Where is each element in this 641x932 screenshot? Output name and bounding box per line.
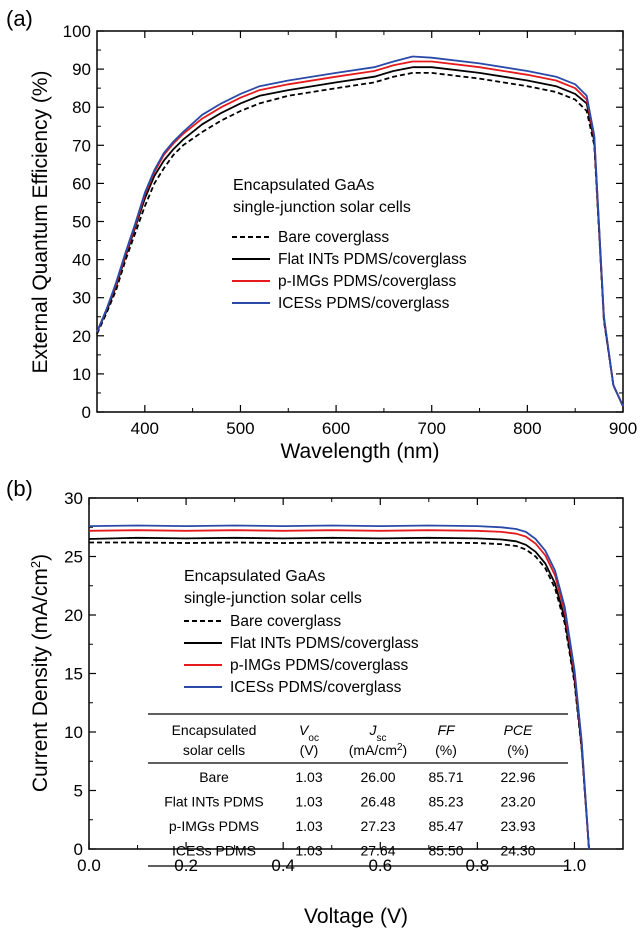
y-tick-label: 80 [72, 98, 91, 117]
y-tick-label: 20 [64, 606, 83, 625]
panel-a: (a) 400 500 600 700 800 900 0 10 20 30 40 50 60 70 80 9… [6, 6, 637, 463]
panel-b-y-axis-label: Current Density (mA/cm2) [28, 554, 53, 792]
y-tick-label: 5 [74, 782, 83, 801]
x-tick-label: 900 [609, 419, 637, 438]
table-cell: 85.71 [428, 769, 463, 785]
table-header-label: solar cells [183, 742, 245, 758]
panel-b-annotation-line-1: Encapsulated GaAs [184, 568, 325, 585]
table-cell: 26.48 [360, 794, 395, 810]
x-tick-label: 500 [226, 419, 254, 438]
y-tick-label: 15 [64, 665, 83, 684]
table-row-label: ICESs PDMS [172, 843, 256, 859]
x-tick-label: 1.0 [563, 856, 587, 875]
panel-a-series [96, 55, 624, 407]
y-tick-label: 100 [63, 22, 91, 41]
panel-b-annotation-line-2: single-junction solar cells [184, 590, 362, 607]
y-tick-label: 0 [74, 840, 83, 859]
legend-label: p-IMGs PDMS/coverglass [230, 657, 409, 674]
table-cell: 23.93 [500, 818, 535, 834]
panel-a-plot-frame [96, 30, 624, 413]
table-cell: 1.03 [295, 843, 322, 859]
y-tick-label: 90 [72, 60, 91, 79]
table-cell: 22.96 [500, 769, 535, 785]
legend-label: Bare coverglass [230, 613, 341, 630]
y-tick-label: 10 [64, 723, 83, 742]
y-tick-label: 25 [64, 548, 83, 567]
x-tick-label: 600 [322, 419, 350, 438]
y-tick-label: 40 [72, 251, 91, 270]
legend-label: ICESs PDMS/coverglass [278, 295, 450, 312]
legend-label: Bare coverglass [278, 229, 389, 246]
table-cell: 27.64 [360, 843, 395, 859]
legend-label: Flat INTs PDMS/coverglass [230, 635, 419, 652]
table-cell: 27.23 [360, 818, 395, 834]
table-header-symbol: PCE [504, 722, 533, 738]
table-row-label: Bare [199, 769, 229, 785]
panel-a-label: (a) [6, 6, 33, 31]
table-cell: 23.20 [500, 794, 535, 810]
panel-b-legend: Bare coverglass Flat INTs PDMS/coverglass… [184, 613, 419, 696]
panel-a-annotation-line-2: single-junction solar cells [233, 199, 411, 216]
y-tick-label: 10 [72, 365, 91, 384]
y-tick-label: 30 [64, 489, 83, 508]
table-cell: 1.03 [295, 818, 322, 834]
y-tick-label: 20 [72, 327, 91, 346]
y-tick-label: 30 [72, 289, 91, 308]
panel-a-x-axis-label: Wavelength (nm) [280, 440, 439, 463]
panel-b-results-table: Encapsulated solar cells Voc(V) Jsc(mA/cm2)… [148, 713, 568, 867]
table-cell: 85.47 [428, 818, 463, 834]
table-header-unit: (V) [300, 742, 319, 758]
table-cell: 1.03 [295, 769, 322, 785]
x-tick-label: 700 [418, 419, 446, 438]
x-tick-label: 400 [131, 419, 159, 438]
panel-b-series [88, 524, 590, 850]
table-row-label: p-IMGs PDMS [169, 818, 259, 834]
legend-label: Flat INTs PDMS/coverglass [278, 251, 467, 268]
table-cell: 1.03 [295, 794, 322, 810]
panel-b-label: (b) [6, 476, 33, 501]
table-header-unit: (mA/cm2) [349, 742, 407, 759]
series-line-2 [96, 66, 624, 407]
table-cell: 85.23 [428, 794, 463, 810]
series-line-4 [88, 524, 590, 850]
table-header-symbol: Jsc [369, 722, 387, 744]
table-cell: 24.30 [500, 843, 535, 859]
panel-a-y-axis-label: External Quantum Efficiency (%) [29, 70, 52, 373]
table-header-symbol: FF [437, 722, 456, 738]
panel-a-annotation-line-1: Encapsulated GaAs [233, 177, 374, 194]
panel-b-x-axis-label: Voltage (V) [304, 905, 408, 928]
x-tick-label: 0.0 [77, 856, 101, 875]
table-header-unit: (%) [435, 742, 457, 758]
table-row-label: Flat INTs PDMS [164, 794, 264, 810]
y-tick-label: 70 [72, 136, 91, 155]
panel-a-axes: 400 500 600 700 800 900 0 10 20 30 40 50 60 70 80 90 100 [63, 22, 638, 438]
table-header-label: Encapsulated [172, 722, 257, 738]
table-cell: 85.50 [428, 843, 463, 859]
table-header-unit: (%) [507, 742, 529, 758]
x-tick-label: 800 [513, 419, 541, 438]
y-tick-label: 0 [82, 403, 91, 422]
series-line-2 [88, 536, 590, 850]
legend-label: p-IMGs PDMS/coverglass [278, 273, 457, 290]
panel-a-legend: Bare coverglass Flat INTs PDMS/coverglass… [232, 229, 467, 312]
y-tick-label: 60 [72, 174, 91, 193]
series-line-4 [96, 55, 624, 407]
table-header-symbol: Voc [299, 722, 319, 744]
table-cell: 26.00 [360, 769, 395, 785]
legend-label: ICESs PDMS/coverglass [230, 679, 402, 696]
y-tick-label: 50 [72, 213, 91, 232]
